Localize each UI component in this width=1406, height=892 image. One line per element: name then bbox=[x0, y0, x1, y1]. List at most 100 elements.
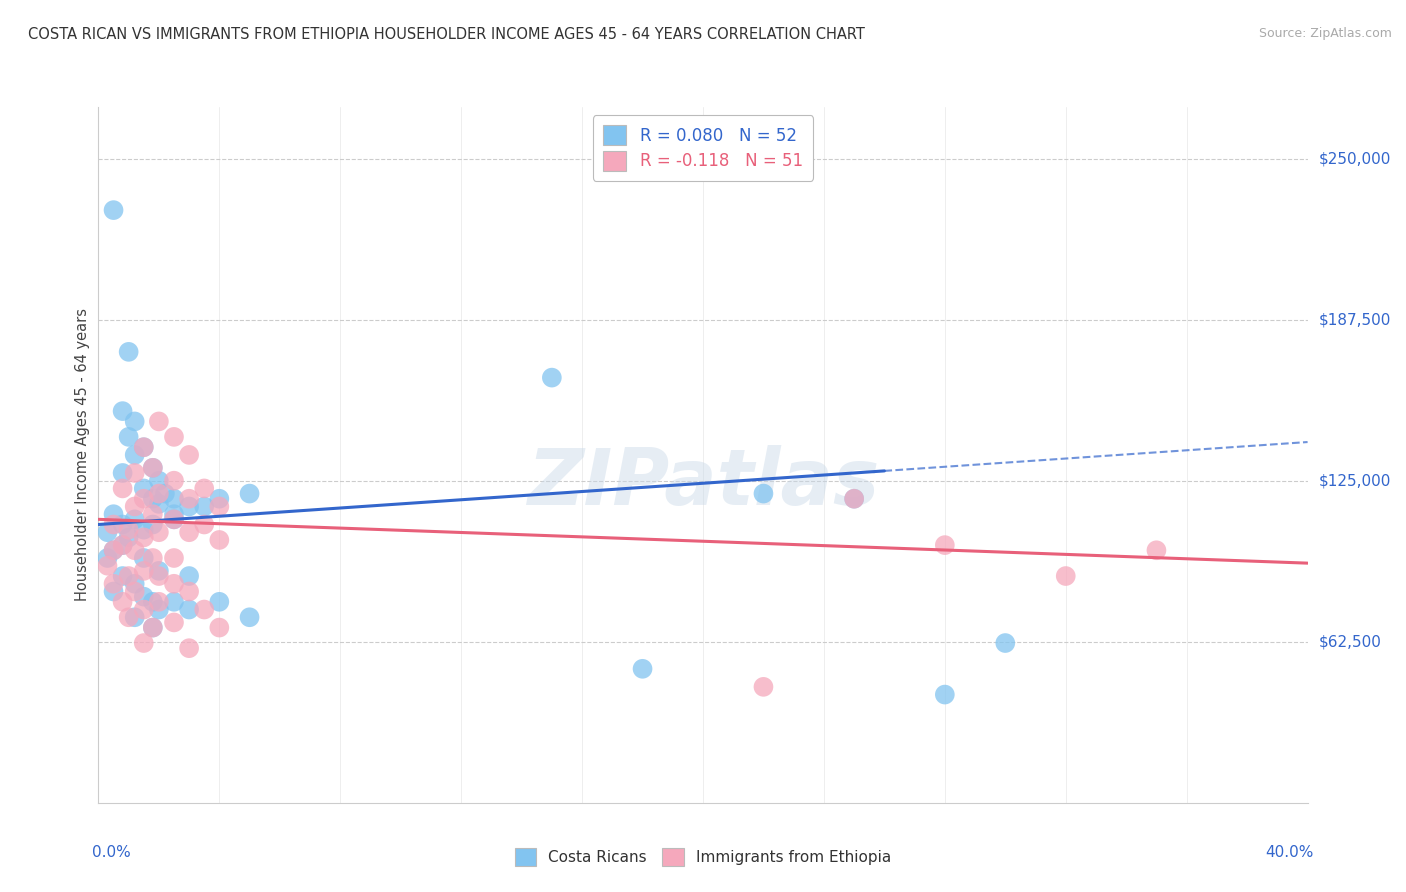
Point bbox=[148, 595, 170, 609]
Point bbox=[142, 551, 165, 566]
Point bbox=[208, 595, 231, 609]
Point bbox=[239, 486, 262, 500]
Point bbox=[103, 543, 125, 558]
Point bbox=[132, 602, 155, 616]
Point bbox=[142, 621, 165, 635]
Text: $125,000: $125,000 bbox=[1319, 473, 1391, 488]
Point bbox=[177, 525, 201, 540]
Point bbox=[132, 551, 155, 566]
Point bbox=[193, 517, 215, 532]
Point bbox=[934, 688, 956, 702]
Point bbox=[96, 558, 118, 573]
Point bbox=[111, 538, 134, 552]
Point bbox=[163, 491, 186, 506]
Text: 40.0%: 40.0% bbox=[1265, 845, 1313, 860]
Point bbox=[148, 564, 170, 578]
Point bbox=[132, 564, 155, 578]
Point bbox=[132, 636, 155, 650]
Point bbox=[142, 517, 165, 532]
Point bbox=[193, 482, 215, 496]
Point bbox=[103, 203, 125, 218]
Point bbox=[132, 440, 155, 454]
Point bbox=[1054, 569, 1077, 583]
Point bbox=[752, 680, 775, 694]
Point bbox=[208, 500, 231, 514]
Point bbox=[124, 610, 146, 624]
Legend: Costa Ricans, Immigrants from Ethiopia: Costa Ricans, Immigrants from Ethiopia bbox=[509, 842, 897, 871]
Point bbox=[124, 576, 146, 591]
Text: $187,500: $187,500 bbox=[1319, 312, 1391, 327]
Text: $62,500: $62,500 bbox=[1319, 634, 1382, 649]
Point bbox=[132, 590, 155, 604]
Point bbox=[752, 486, 775, 500]
Point bbox=[124, 466, 146, 480]
Point bbox=[844, 491, 866, 506]
Point bbox=[111, 466, 134, 480]
Point bbox=[540, 370, 562, 384]
Point bbox=[103, 517, 125, 532]
Point bbox=[111, 404, 134, 418]
Point bbox=[1144, 543, 1167, 558]
Point bbox=[177, 491, 201, 506]
Point bbox=[142, 507, 165, 521]
Point bbox=[153, 486, 176, 500]
Point bbox=[163, 512, 186, 526]
Point bbox=[142, 621, 165, 635]
Point bbox=[142, 460, 165, 475]
Point bbox=[118, 523, 141, 537]
Text: Source: ZipAtlas.com: Source: ZipAtlas.com bbox=[1258, 27, 1392, 40]
Point bbox=[132, 482, 155, 496]
Point bbox=[163, 576, 186, 591]
Point bbox=[631, 662, 654, 676]
Point bbox=[118, 569, 141, 583]
Point bbox=[111, 482, 134, 496]
Point bbox=[148, 414, 170, 428]
Point bbox=[118, 610, 141, 624]
Point bbox=[111, 538, 134, 552]
Point bbox=[239, 610, 262, 624]
Point bbox=[148, 569, 170, 583]
Point bbox=[132, 440, 155, 454]
Point bbox=[148, 602, 170, 616]
Point bbox=[148, 486, 170, 500]
Point bbox=[177, 569, 201, 583]
Point bbox=[148, 474, 170, 488]
Point bbox=[934, 538, 956, 552]
Text: $250,000: $250,000 bbox=[1319, 151, 1391, 166]
Point bbox=[142, 460, 165, 475]
Point bbox=[163, 430, 186, 444]
Point bbox=[132, 523, 155, 537]
Point bbox=[177, 602, 201, 616]
Y-axis label: Householder Income Ages 45 - 64 years: Householder Income Ages 45 - 64 years bbox=[75, 309, 90, 601]
Point bbox=[132, 530, 155, 544]
Point bbox=[148, 525, 170, 540]
Point bbox=[118, 344, 141, 359]
Point bbox=[163, 512, 186, 526]
Point bbox=[148, 497, 170, 511]
Point bbox=[177, 641, 201, 656]
Point bbox=[96, 525, 118, 540]
Point bbox=[124, 584, 146, 599]
Point bbox=[994, 636, 1017, 650]
Point bbox=[177, 500, 201, 514]
Point bbox=[103, 507, 125, 521]
Point bbox=[118, 430, 141, 444]
Point bbox=[124, 500, 146, 514]
Point bbox=[96, 551, 118, 566]
Point bbox=[132, 491, 155, 506]
Point bbox=[124, 448, 146, 462]
Point bbox=[208, 533, 231, 547]
Point bbox=[103, 584, 125, 599]
Point bbox=[163, 551, 186, 566]
Point bbox=[163, 507, 186, 521]
Point bbox=[193, 602, 215, 616]
Point bbox=[177, 448, 201, 462]
Point bbox=[163, 595, 186, 609]
Point bbox=[124, 414, 146, 428]
Point bbox=[142, 491, 165, 506]
Point bbox=[163, 474, 186, 488]
Point bbox=[103, 576, 125, 591]
Text: 0.0%: 0.0% bbox=[93, 845, 131, 860]
Point bbox=[163, 615, 186, 630]
Point bbox=[142, 595, 165, 609]
